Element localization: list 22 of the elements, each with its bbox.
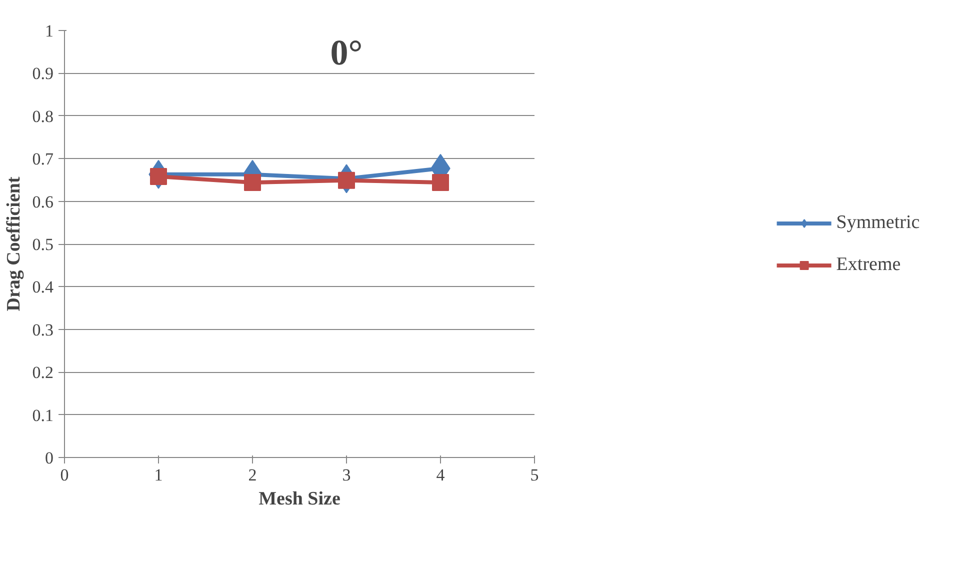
y-tick-label: 0.2 [32, 363, 54, 382]
y-tick-label: 0.1 [32, 406, 54, 425]
y-tick-label: 1 [45, 22, 54, 40]
x-axis-title: Mesh Size [258, 488, 340, 510]
y-axis-title: Drag Coefficient [3, 176, 24, 312]
y-tick-label: 0.4 [32, 278, 54, 297]
chart-title: 0° [330, 32, 363, 72]
x-tick-label: 1 [154, 466, 163, 484]
x-tick-label: 5 [530, 466, 539, 484]
x-tick-label: 2 [248, 466, 257, 484]
y-tick-label: 0 [45, 448, 54, 468]
y-tick-label: 0.7 [32, 150, 54, 169]
y-tick-label: 0.6 [32, 192, 54, 212]
y-tick-label: 0.9 [32, 64, 54, 84]
x-tick-label: 3 [342, 466, 351, 484]
legend-label: Symmetric [836, 212, 920, 234]
legend-label: Extreme [836, 254, 901, 276]
x-tick-label: 4 [436, 466, 446, 484]
x-tick-label: 0 [60, 466, 69, 484]
y-tick-label: 0.3 [32, 320, 54, 340]
y-tick-label: 0.5 [32, 235, 54, 254]
y-tick-label: 0.8 [32, 106, 54, 126]
